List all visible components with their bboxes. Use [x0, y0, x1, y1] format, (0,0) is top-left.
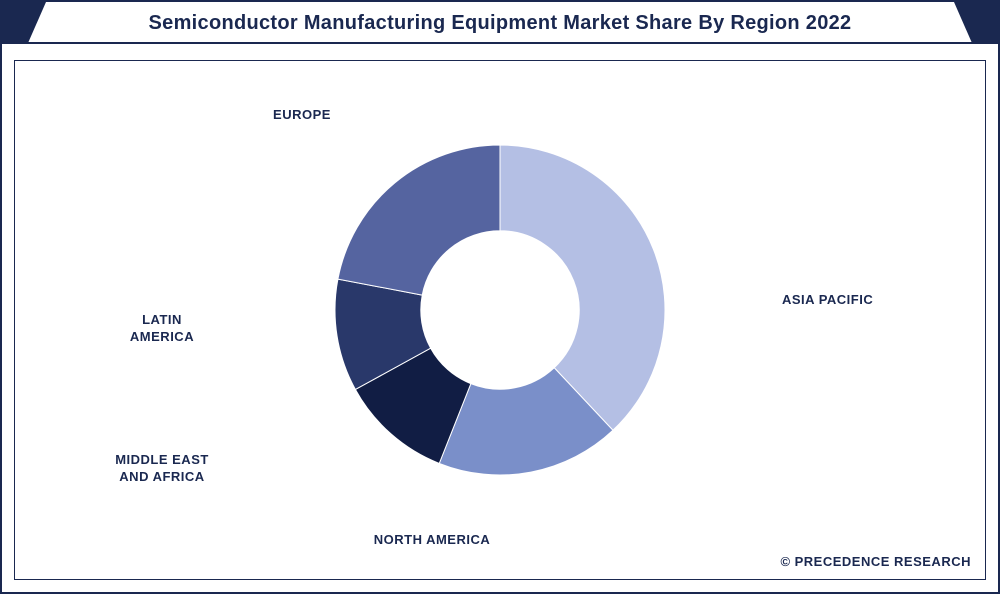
title-bar: Semiconductor Manufacturing Equipment Ma… — [2, 2, 998, 44]
chart-frame: Semiconductor Manufacturing Equipment Ma… — [0, 0, 1000, 594]
chart-title: Semiconductor Manufacturing Equipment Ma… — [149, 12, 852, 35]
donut-svg — [335, 145, 665, 475]
slice-label: EUROPE — [273, 107, 331, 124]
slice-label: ASIA PACIFIC — [782, 292, 873, 309]
title-corner-right — [954, 2, 1000, 44]
slice-label: NORTH AMERICA — [374, 532, 491, 549]
footer-credit: © PRECEDENCE RESEARCH — [780, 554, 971, 569]
slice-label: LATIN AMERICA — [130, 312, 194, 346]
donut-chart — [335, 145, 665, 475]
donut-slice — [338, 145, 500, 295]
title-corner-left — [0, 2, 46, 44]
title-underline — [2, 42, 998, 44]
slice-label: MIDDLE EAST AND AFRICA — [115, 452, 209, 486]
